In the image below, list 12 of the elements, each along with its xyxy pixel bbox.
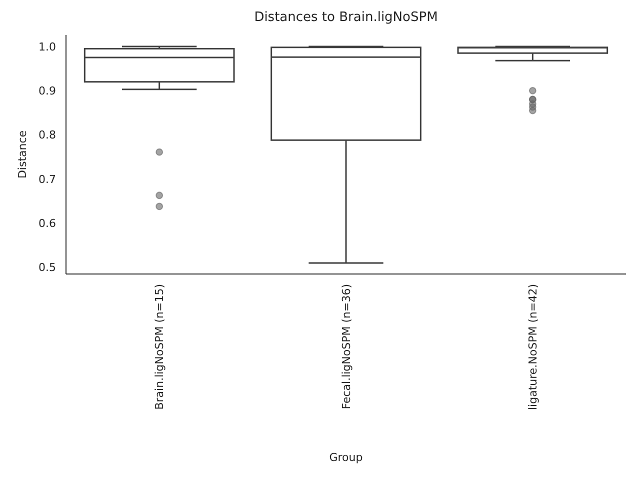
x-tick-label: Brain.ligNoSPM (n=15) [153, 284, 166, 410]
y-tick-label: 0.8 [38, 128, 56, 142]
y-tick-label: 0.5 [38, 261, 56, 274]
y-tick-label: 0.9 [38, 84, 56, 98]
x-tick-label: ligature.NoSPM (n=42) [526, 284, 540, 410]
y-tick-label: 0.6 [38, 217, 56, 230]
y-tick-label: 1.0 [38, 40, 56, 54]
chart-title: Distances to Brain.ligNoSPM [254, 10, 438, 25]
x-axis-title: Group [329, 451, 363, 464]
y-axis-title: Distance [16, 130, 29, 179]
y-tick-label: 0.7 [38, 172, 56, 186]
x-tick-label: Fecal.ligNoSPM (n=36) [340, 284, 353, 410]
